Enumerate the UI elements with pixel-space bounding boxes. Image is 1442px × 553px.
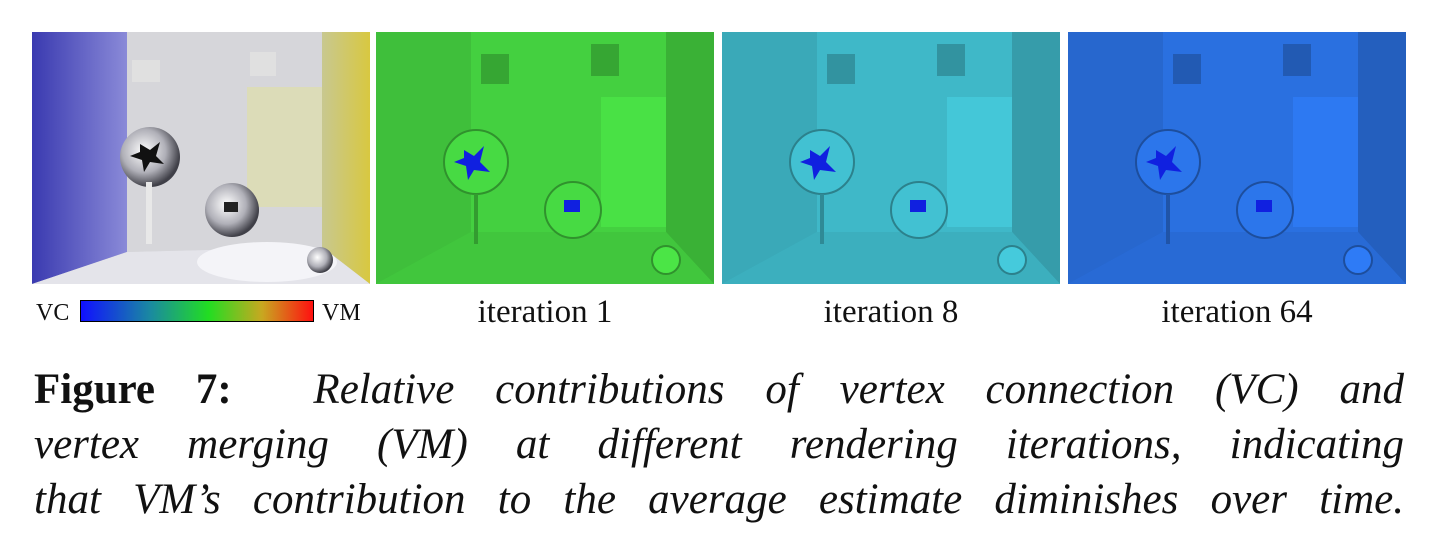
caption-line-1: Relative contributions of vertex connect… (313, 366, 1404, 413)
colorbar (80, 300, 314, 322)
colorbar-right-label: VM (322, 300, 361, 326)
iteration-64-label: iteration 64 (1161, 294, 1313, 330)
caption-line-3: that VM’s contribution to the average es… (34, 476, 1404, 523)
figure-caption: Figure 7: Relative contributions of vert… (34, 362, 1404, 527)
figure-label: Figure 7: (34, 366, 232, 413)
iteration-8-label: iteration 8 (823, 294, 959, 330)
caption-line-2: vertex merging (VM) at different renderi… (34, 421, 1404, 468)
iteration-1-label: iteration 1 (477, 294, 613, 330)
colorbar-left-label: VC (36, 300, 70, 326)
heatmap-iteration-8 (722, 32, 1060, 284)
heatmap-iteration-64 (1068, 32, 1406, 284)
rendered-scene-image (32, 32, 370, 284)
heatmap-iteration-1 (376, 32, 714, 284)
